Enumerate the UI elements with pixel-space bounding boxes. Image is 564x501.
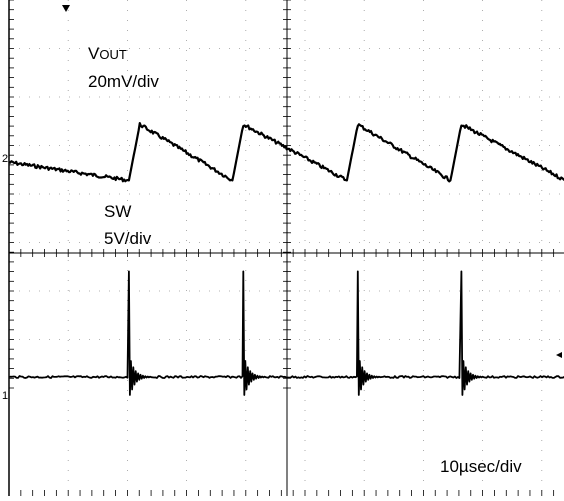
vout-trace [8,122,564,183]
vout-ground-marker: 2 [2,153,8,165]
vout-scale-label: 20mV/div [88,72,159,91]
sw-scale-label: 5V/div [104,229,152,248]
vout-label-main: V [88,44,100,63]
sw-ground-marker: 1 [2,390,8,402]
vout-label: VOUT [88,45,127,62]
trigger-marker-icon [62,5,70,12]
sw-label: SW [104,202,132,221]
right-edge-arrow-icon [556,352,562,358]
timebase-label: 10µsec/div [440,457,522,476]
sw-trace [8,270,564,396]
vout-label-sub: OUT [99,47,127,62]
